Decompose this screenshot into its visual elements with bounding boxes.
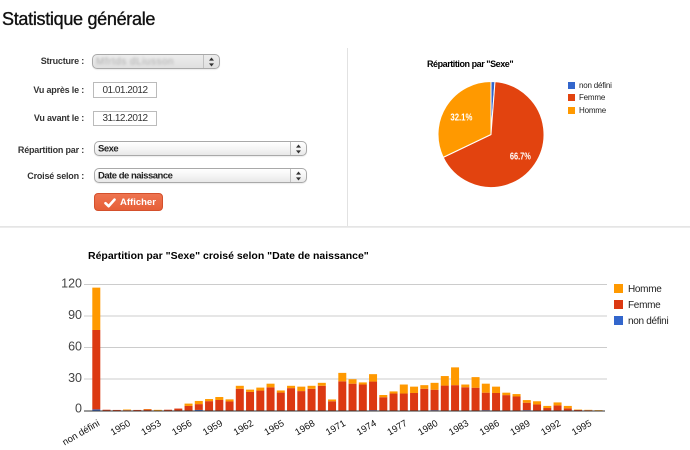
svg-text:120: 120 xyxy=(61,277,82,291)
svg-text:1977: 1977 xyxy=(385,418,409,438)
svg-text:32.1%: 32.1% xyxy=(450,113,472,124)
svg-text:1989: 1989 xyxy=(508,418,532,438)
svg-text:1950: 1950 xyxy=(109,418,133,438)
svg-text:0: 0 xyxy=(75,402,82,416)
svg-text:1956: 1956 xyxy=(170,418,194,438)
svg-text:non défini: non défini xyxy=(61,418,102,448)
svg-text:1980: 1980 xyxy=(416,418,440,438)
svg-text:1953: 1953 xyxy=(139,418,163,438)
svg-text:90: 90 xyxy=(68,308,82,322)
svg-text:1962: 1962 xyxy=(232,418,256,438)
svg-text:66.7%: 66.7% xyxy=(510,152,531,163)
svg-text:1995: 1995 xyxy=(570,418,594,438)
svg-text:1986: 1986 xyxy=(478,418,502,438)
svg-text:1974: 1974 xyxy=(355,418,379,438)
svg-text:1959: 1959 xyxy=(201,418,225,438)
svg-text:1965: 1965 xyxy=(262,418,286,438)
svg-text:1971: 1971 xyxy=(324,418,348,438)
svg-text:1992: 1992 xyxy=(539,418,563,438)
svg-text:1983: 1983 xyxy=(447,418,471,438)
svg-text:30: 30 xyxy=(68,371,82,385)
svg-text:60: 60 xyxy=(68,340,82,354)
svg-text:1968: 1968 xyxy=(293,418,317,438)
